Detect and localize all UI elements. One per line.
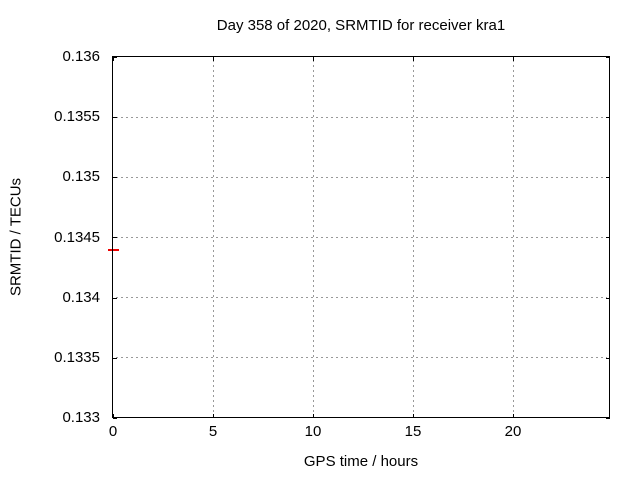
y-tick-mark — [606, 298, 610, 299]
y-tick-label: 0.133 — [62, 409, 100, 426]
x-tick-mark — [513, 414, 514, 418]
y-tick-mark — [606, 117, 610, 118]
chart-title: Day 358 of 2020, SRMTID for receiver kra… — [216, 17, 506, 34]
y-gridline — [116, 116, 607, 118]
y-tick-mark — [606, 418, 610, 419]
y-tick-label: 0.1345 — [54, 228, 100, 246]
data-point-marker — [107, 248, 119, 251]
y-tick-label: 0.134 — [62, 288, 100, 306]
x-tick-mark — [513, 57, 514, 61]
y-tick-mark — [113, 177, 117, 178]
x-tick-label: 15 — [404, 423, 422, 440]
x-tick-mark — [313, 57, 314, 61]
plot-border — [112, 56, 610, 418]
x-tick-mark — [113, 57, 114, 61]
y-tick-mark — [606, 177, 610, 178]
y-tick-mark — [606, 57, 610, 58]
y-tick-label: 0.135 — [62, 168, 100, 186]
x-tick-mark — [213, 57, 214, 61]
x-tick-mark — [413, 57, 414, 61]
y-tick-label: 0.1355 — [54, 108, 100, 126]
y-tick-mark — [113, 298, 117, 299]
x-tick-label: 0 — [108, 423, 118, 440]
y-gridline — [116, 176, 607, 178]
x-tick-label: 10 — [304, 423, 322, 440]
y-tick-mark — [606, 358, 610, 359]
y-tick-mark — [113, 358, 117, 359]
y-tick-label: 0.1335 — [54, 348, 100, 366]
x-axis-title: GPS time / hours — [303, 453, 419, 470]
y-gridline — [116, 357, 607, 359]
y-tick-mark — [113, 418, 117, 419]
y-gridline — [116, 237, 607, 238]
y-tick-mark — [113, 237, 117, 238]
x-tick-mark — [313, 414, 314, 418]
x-tick-label: 5 — [208, 423, 218, 440]
x-tick-mark — [113, 414, 114, 418]
y-tick-mark — [113, 117, 117, 118]
y-gridline — [116, 297, 607, 299]
x-tick-label: 20 — [504, 423, 522, 440]
y-tick-mark — [113, 57, 117, 58]
y-tick-label: 0.136 — [62, 48, 100, 65]
x-tick-mark — [413, 414, 414, 418]
x-tick-mark — [213, 414, 214, 418]
y-tick-mark — [606, 237, 610, 238]
